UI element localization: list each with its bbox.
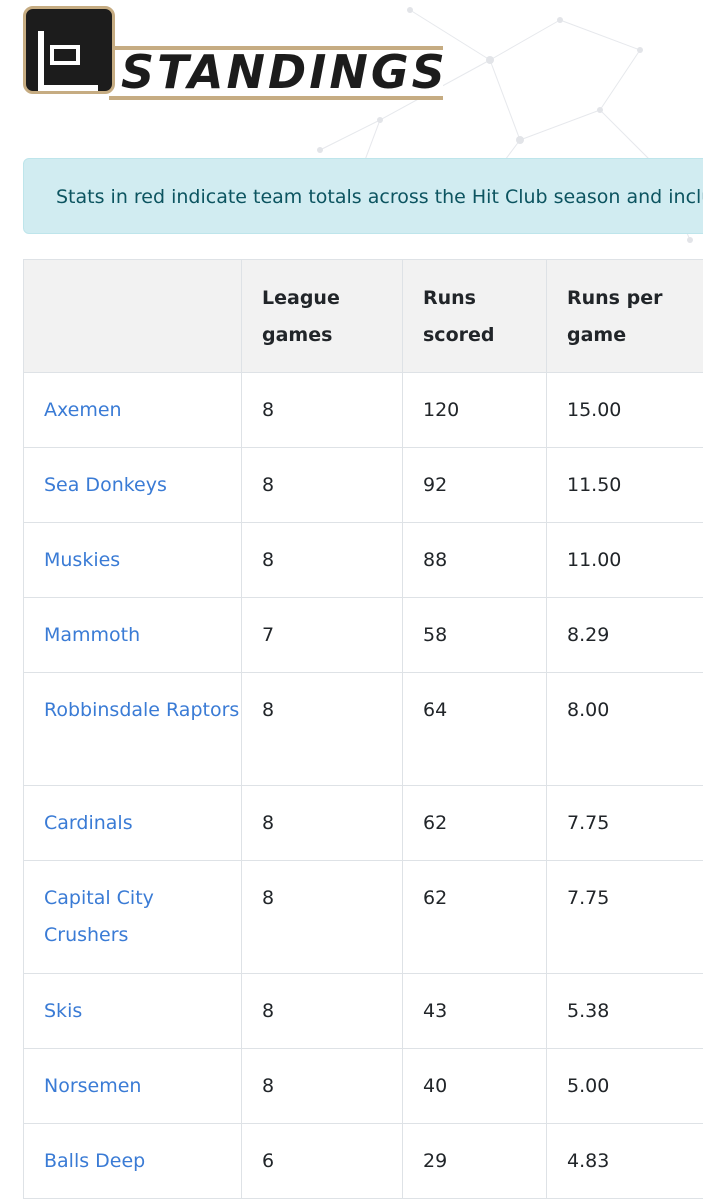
table-row: Skis 8 43 5.38 [23,973,703,1049]
games-cell: 6 [241,1123,403,1199]
header-runs-per-game: Runs per game [546,259,703,373]
baseball-field-icon [23,6,115,94]
team-link[interactable]: Robbinsdale Raptors [44,699,240,721]
rpg-cell: 7.75 [546,860,703,974]
team-link[interactable]: Cardinals [44,812,133,834]
rpg-cell: 5.38 [546,973,703,1049]
rpg-cell: 7.75 [546,785,703,861]
rpg-cell: 5.00 [546,1048,703,1124]
games-cell: 7 [241,597,403,673]
table-row: Muskies 8 88 11.00 [23,522,703,598]
team-link[interactable]: Capital City Crushers [44,887,154,946]
table-row: Norsemen 8 40 5.00 [23,1048,703,1124]
header-runs-scored: Runs scored [402,259,547,373]
rpg-cell: 15.00 [546,372,703,448]
table-row: Capital City Crushers 8 62 7.75 [23,860,703,974]
team-link[interactable]: Sea Donkeys [44,474,167,496]
table-row: Balls Deep 6 29 4.83 [23,1123,703,1199]
team-link[interactable]: Norsemen [44,1075,142,1097]
games-cell: 8 [241,860,403,974]
rpg-cell: 4.83 [546,1123,703,1199]
games-cell: 8 [241,372,403,448]
runs-cell: 29 [402,1123,547,1199]
games-cell: 8 [241,785,403,861]
rpg-cell: 8.29 [546,597,703,673]
runs-cell: 92 [402,447,547,523]
games-cell: 8 [241,672,403,786]
rpg-cell: 11.50 [546,447,703,523]
runs-cell: 58 [402,597,547,673]
games-cell: 8 [241,973,403,1049]
runs-cell: 40 [402,1048,547,1124]
table-row: Axemen 8 120 15.00 [23,372,703,448]
info-alert: Stats in red indicate team totals across… [23,158,703,234]
standings-logo: STANDINGS [23,6,445,100]
logo-banner [109,46,443,100]
team-link[interactable]: Mammoth [44,624,141,646]
logo-title: STANDINGS [121,45,448,99]
rpg-cell: 11.00 [546,522,703,598]
header-league-games: League games [241,259,403,373]
runs-cell: 43 [402,973,547,1049]
runs-cell: 62 [402,860,547,974]
alert-text: Stats in red indicate team totals across… [56,186,703,208]
table-row: Cardinals 8 62 7.75 [23,785,703,861]
games-cell: 8 [241,447,403,523]
team-link[interactable]: Skis [44,1000,83,1022]
runs-cell: 64 [402,672,547,786]
team-link[interactable]: Balls Deep [44,1150,146,1172]
team-link[interactable]: Muskies [44,549,121,571]
runs-cell: 120 [402,372,547,448]
standings-table: League games Runs scored Runs per game A… [23,259,703,1199]
table-row: Sea Donkeys 8 92 11.50 [23,447,703,523]
runs-cell: 88 [402,522,547,598]
games-cell: 8 [241,522,403,598]
header-team [23,259,242,373]
games-cell: 8 [241,1048,403,1124]
table-row: Mammoth 7 58 8.29 [23,597,703,673]
team-link[interactable]: Axemen [44,399,122,421]
runs-cell: 62 [402,785,547,861]
table-row: Robbinsdale Raptors 8 64 8.00 [23,672,703,786]
table-header-row: League games Runs scored Runs per game [23,259,703,373]
rpg-cell: 8.00 [546,672,703,786]
